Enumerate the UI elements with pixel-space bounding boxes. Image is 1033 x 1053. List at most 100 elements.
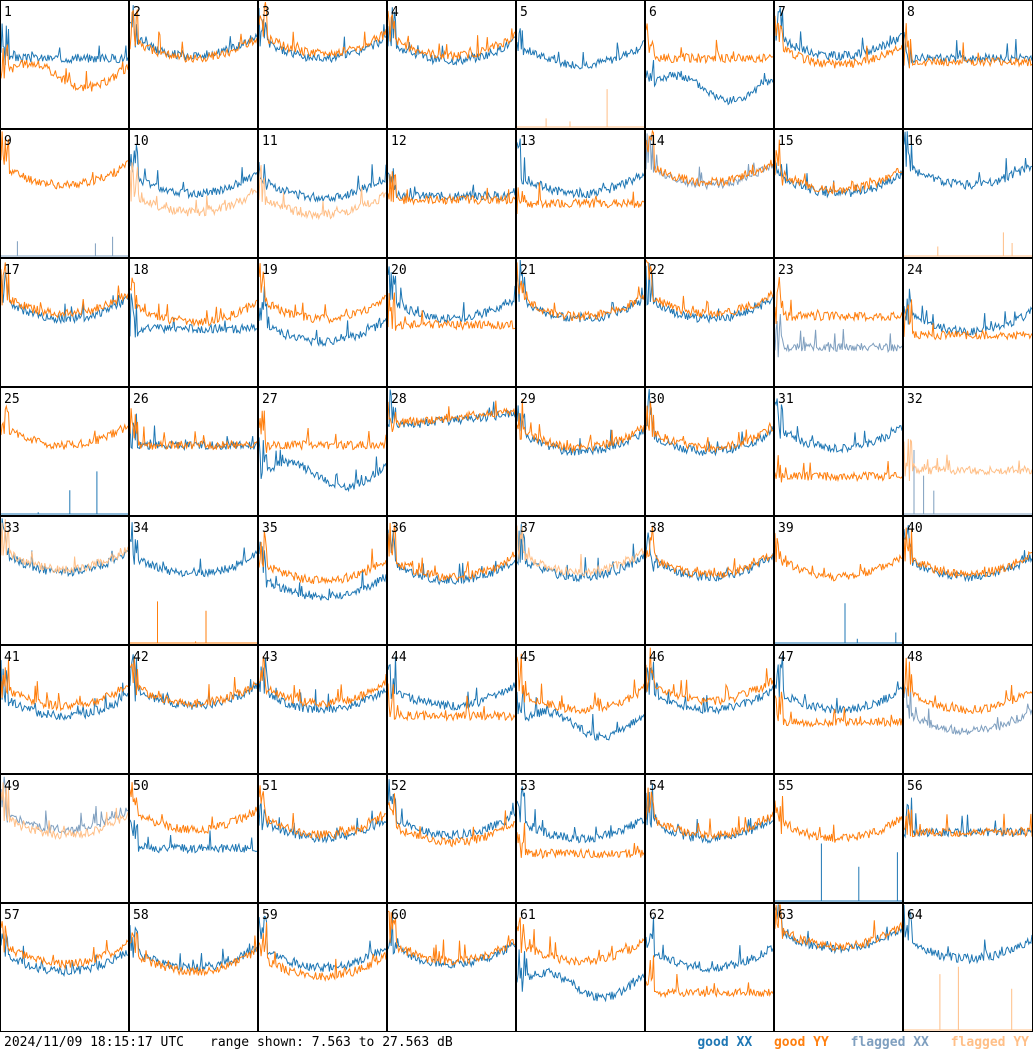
series-yy-panel-57: [0, 921, 129, 970]
series-xx-panel-56: [903, 797, 1033, 839]
series-xx-panel-19: [258, 286, 387, 347]
panel-border: [516, 645, 645, 774]
series-xx-panel-64: [903, 904, 1033, 965]
panel-label: 13: [520, 134, 536, 149]
legend-good-yy: good YY: [773, 1035, 829, 1050]
panel-18: 18: [129, 258, 258, 387]
timestamp: 2024/11/09 18:15:17 UTC: [4, 1035, 185, 1050]
series-yy-panel-35: [258, 530, 387, 585]
panel-label: 64: [907, 908, 923, 923]
panel-56: 56: [903, 774, 1033, 903]
series-yy-panel-13: [516, 182, 645, 215]
panel-58: 58: [129, 903, 258, 1032]
panel-border: [516, 516, 645, 645]
panel-border: [258, 129, 387, 258]
panel-47: 47: [774, 645, 903, 774]
series-xx-panel-33: [0, 518, 129, 578]
panel-3: 3: [258, 0, 387, 129]
series-xx-panel-16: [903, 131, 1033, 191]
series-yy-panel-38: [645, 525, 774, 579]
panel-border: [129, 903, 258, 1032]
series-xx-panel-41: [0, 660, 129, 721]
series-yy-panel-9: [0, 131, 129, 190]
panel-label: 34: [133, 521, 149, 536]
panel-label: 27: [262, 392, 278, 407]
series-yy-panel-40: [903, 527, 1033, 578]
series-xx-panel-6: [645, 60, 774, 106]
series-yy-panel-43: [258, 656, 387, 708]
series-yy-panel-20: [387, 292, 516, 331]
panel-45: 45: [516, 645, 645, 774]
panel-border: [903, 258, 1033, 387]
panel-border: [516, 903, 645, 1032]
panel-label: 55: [778, 779, 794, 794]
panel-border: [645, 258, 774, 387]
panel-31: 31: [774, 387, 903, 516]
series-yy-panel-30: [645, 400, 774, 454]
panel-border: [774, 258, 903, 387]
panel-25: 25: [0, 387, 129, 516]
panel-border: [645, 129, 774, 258]
panel-label: 56: [907, 779, 923, 794]
series-yy-panel-60: [387, 910, 516, 966]
series-yy-panel-49: [0, 782, 129, 841]
series-yy-panel-42: [129, 658, 258, 709]
series-xx-panel-48: [903, 685, 1033, 736]
series-yy-panel-45: [516, 653, 645, 715]
panel-border: [387, 903, 516, 1032]
panel-label: 57: [4, 908, 20, 923]
series-xx-panel-34: [129, 522, 258, 578]
series-xx-panel-2: [129, 5, 258, 62]
panel-20: 20: [387, 258, 516, 387]
panel-42: 42: [129, 645, 258, 774]
series-xx-panel-5: [516, 28, 645, 70]
panel-label: 42: [133, 650, 149, 665]
panel-label: 1: [4, 5, 12, 20]
series-yy-panel-18: [129, 277, 258, 328]
series-yy-panel-11: [258, 165, 387, 221]
panel-label: 36: [391, 521, 407, 536]
panel-border: [774, 387, 903, 516]
panel-border: [0, 774, 129, 903]
panel-14: 14: [645, 129, 774, 258]
panel-label: 19: [262, 263, 278, 278]
panel-1: 1: [0, 0, 129, 129]
panel-26: 26: [129, 387, 258, 516]
series-yy-panel-31: [774, 455, 903, 483]
series-xx-panel-47: [774, 655, 903, 714]
panel-12: 12: [387, 129, 516, 258]
panel-5: 5: [516, 0, 645, 129]
series-xx-panel-31: [774, 398, 903, 454]
panel-60: 60: [387, 903, 516, 1032]
series-xx-panel-17: [0, 270, 129, 325]
panel-10: 10: [129, 129, 258, 258]
panel-border: [0, 129, 129, 258]
panel-border: [387, 645, 516, 774]
series-yy-panel-12: [387, 171, 516, 206]
series-yy-panel-63: [774, 904, 903, 952]
panel-border: [645, 774, 774, 903]
series-yy-panel-32: [903, 438, 1033, 482]
panel-border: [903, 774, 1033, 903]
series-xx-panel-18: [129, 293, 258, 338]
panel-label: 50: [133, 779, 149, 794]
panel-46: 46: [645, 645, 774, 774]
panel-label: 9: [4, 134, 12, 149]
series-yy-panel-4: [387, 10, 516, 62]
panel-label: 20: [391, 263, 407, 278]
series-yy-panel-51: [258, 785, 387, 841]
panel-label: 47: [778, 650, 794, 665]
series-yy-panel-55: [774, 795, 903, 843]
series-xx-panel-44: [387, 656, 516, 712]
panel-49: 49: [0, 774, 129, 903]
series-xx-panel-7: [774, 7, 903, 61]
series-yy-panel-14: [645, 129, 774, 188]
panel-label: 58: [133, 908, 149, 923]
series-xx-panel-11: [258, 161, 387, 203]
panel-63: 63: [774, 903, 903, 1032]
panel-border: [645, 0, 774, 129]
panel-border: [903, 903, 1033, 1032]
panel-border: [387, 129, 516, 258]
panel-border: [774, 774, 903, 903]
panel-border: [645, 516, 774, 645]
